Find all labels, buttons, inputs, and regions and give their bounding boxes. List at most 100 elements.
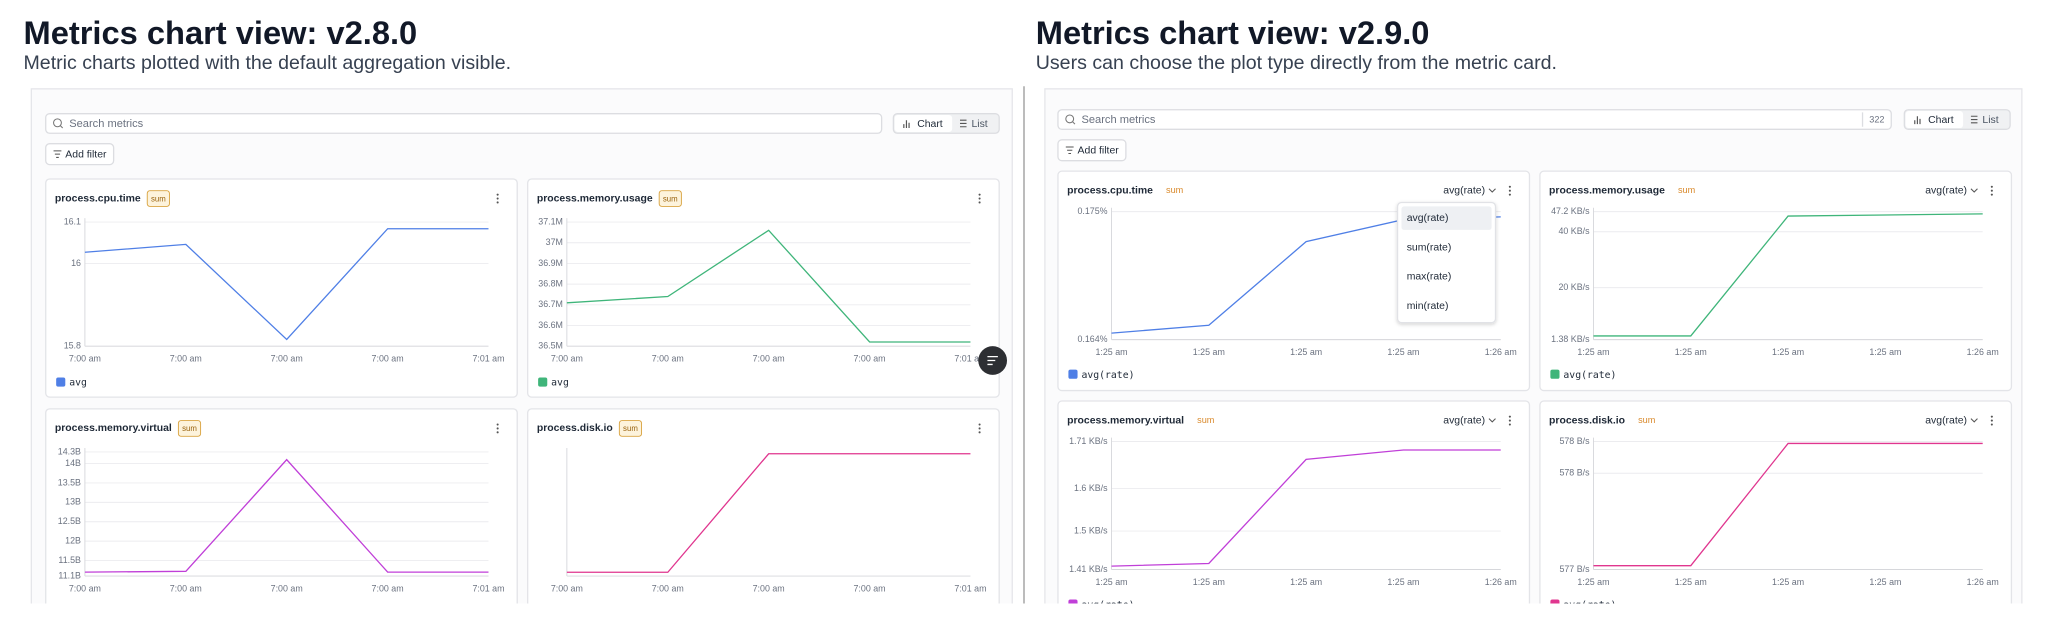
aggregation-select[interactable]: avg(rate) [1925, 185, 1967, 196]
card-frame [527, 178, 1000, 398]
kebab-dot [978, 197, 981, 200]
legend-swatch [1550, 599, 1560, 604]
x-tick-label: 7:00 am [551, 354, 583, 364]
aggregation-select[interactable]: avg(rate) [1443, 415, 1485, 426]
chevron [1970, 188, 1978, 193]
menu-option[interactable]: min(rate) [1407, 301, 1449, 312]
x-tick-label: 1:25 am [1869, 577, 1901, 587]
legend-swatch [56, 377, 66, 387]
kebab-dot [1508, 419, 1511, 422]
view-button[interactable]: Chart [917, 119, 943, 130]
legend-label[interactable]: avg(rate) [1081, 370, 1134, 381]
panel-title: Metrics chart view: v2.8.0 [24, 14, 418, 51]
x-tick-label: 1:25 am [1290, 577, 1322, 587]
y-tick-label: 578 B/s [1559, 468, 1590, 478]
card-frame [1057, 400, 1531, 604]
view-button[interactable]: List [971, 119, 987, 130]
y-tick-label: 14.3B [58, 446, 81, 456]
legend-label[interactable]: avg [69, 378, 87, 389]
search-box[interactable] [45, 113, 883, 134]
chevron [1488, 418, 1496, 423]
x-tick-label: 1:25 am [1193, 347, 1225, 357]
x-tick-label: 7:00 am [652, 583, 684, 593]
badge: sum [182, 424, 197, 433]
legend-label[interactable]: avg(rate) [1081, 600, 1134, 611]
card-title: process.memory.virtual [1067, 415, 1184, 426]
screenshot: Search metrics 322 Chart List Add filter proc… [1044, 88, 2023, 611]
x-tick-label: 7:00 am [170, 354, 202, 364]
y-tick-label: 11.1B [58, 570, 81, 580]
add-filter-button[interactable] [1057, 139, 1127, 162]
card-title: process.memory.virtual [55, 423, 172, 434]
x-tick-label: 1:26 am [1485, 577, 1517, 587]
aggregation-select[interactable]: avg(rate) [1443, 185, 1485, 196]
x-tick-label: 1:25 am [1387, 577, 1419, 587]
card-title: process.disk.io [537, 423, 613, 434]
aggregation-select[interactable]: avg(rate) [1925, 415, 1967, 426]
x-tick-label: 1:26 am [1967, 577, 1999, 587]
badge-frame [618, 420, 643, 437]
chevron [1970, 418, 1978, 423]
card-title: process.memory.usage [1549, 185, 1665, 196]
x-tick-label: 1:25 am [1290, 347, 1322, 357]
card-frame [1539, 400, 2013, 604]
kebab-dot [1990, 419, 1993, 422]
kebab-dot [978, 427, 981, 430]
search-box[interactable] [1057, 109, 1892, 130]
search-icon-handle [1072, 121, 1076, 125]
card-frame [527, 408, 1000, 604]
x-tick-label: 7:00 am [271, 583, 303, 593]
add-filter-button[interactable] [45, 143, 115, 166]
menu-option[interactable]: avg(rate) [1407, 213, 1449, 224]
legend-swatch [1550, 369, 1560, 379]
kebab-dot [978, 193, 981, 196]
legend-label[interactable]: avg(rate) [1563, 370, 1616, 381]
kebab-dot [1508, 185, 1511, 188]
x-tick-label: 1:25 am [1577, 577, 1609, 587]
search-count: 322 [1869, 115, 1884, 125]
y-tick-label: 1.71 KB/s [1069, 436, 1108, 446]
x-tick-label: 1:26 am [1967, 347, 1999, 357]
y-tick-label: 12.5B [58, 516, 81, 526]
kebab-dot [1990, 415, 1993, 418]
y-tick-label: 1.38 KB/s [1551, 334, 1590, 344]
menu-option[interactable]: max(rate) [1407, 272, 1452, 283]
panel-subtitle: Metric charts plotted with the default a… [24, 52, 512, 74]
x-tick-label: 7:01 am [472, 583, 504, 593]
y-tick-label: 36.7M [538, 299, 563, 309]
legend-label[interactable]: avg(rate) [1563, 600, 1616, 611]
x-tick-label: 7:00 am [271, 354, 303, 364]
series-line [84, 228, 489, 341]
series-line [84, 458, 489, 573]
kebab-dot [1508, 189, 1511, 192]
kebab-dot [496, 193, 499, 196]
kebab-dot [1508, 193, 1511, 196]
card-frame [45, 178, 518, 398]
y-tick-label: 1.41 KB/s [1069, 564, 1108, 574]
badge: sum [623, 424, 638, 433]
list-icon [1970, 115, 1978, 124]
card-title: process.cpu.time [55, 193, 141, 204]
badge: sum [1166, 185, 1183, 195]
kebab-dot [1508, 423, 1511, 426]
chevron [1488, 188, 1496, 193]
metric-card: process.cpu.time sum 15.8 16 16.1 7:00 am 7:00… [45, 178, 518, 398]
legend-swatch [1068, 369, 1078, 379]
badge: sum [663, 194, 678, 203]
kebab-dot [1990, 423, 1993, 426]
y-tick-label: 578 B/s [1559, 436, 1590, 446]
metric-card: process.memory.virtual sum avg(rate) 1.41 K… [1057, 400, 1531, 611]
view-button[interactable]: List [1982, 115, 1998, 126]
menu-option[interactable]: sum(rate) [1407, 242, 1452, 253]
x-tick-label: 7:00 am [551, 583, 583, 593]
y-tick-label: 37M [546, 237, 563, 247]
view-button[interactable]: Chart [1928, 115, 1954, 126]
legend-label[interactable]: avg [551, 378, 569, 389]
metric-card: process.cpu.time sum avg(rate) 0.164% 0.175%… [1057, 170, 1531, 392]
panel-title: Metrics chart view: v2.9.0 [1036, 14, 1430, 51]
y-tick-label: 16 [71, 258, 81, 268]
card-frame [1539, 170, 2013, 392]
y-tick-label: 36.8M [538, 278, 563, 288]
